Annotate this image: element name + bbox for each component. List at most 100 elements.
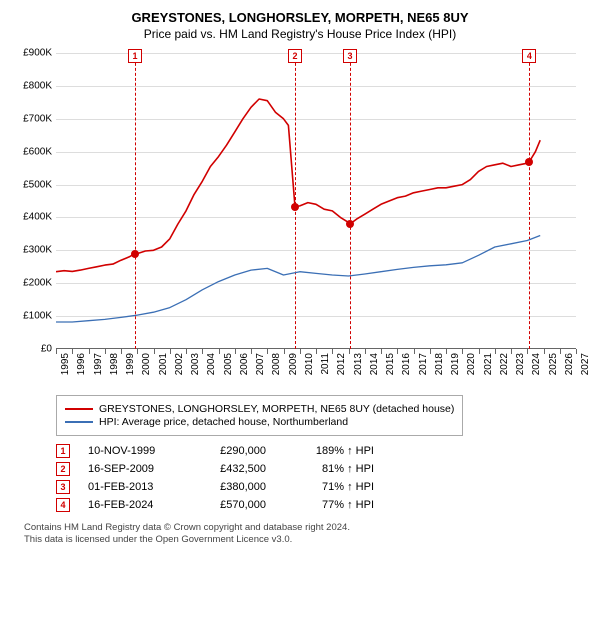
x-tick	[349, 349, 350, 354]
x-axis-label: 2026	[564, 353, 575, 375]
x-tick	[121, 349, 122, 354]
x-axis-label: 2009	[288, 353, 299, 375]
x-axis-label: 2002	[174, 353, 185, 375]
x-axis-label: 1996	[76, 353, 87, 375]
x-axis-label: 2017	[418, 353, 429, 375]
x-tick	[72, 349, 73, 354]
y-axis-label: £700K	[23, 113, 52, 124]
x-axis-label: 2014	[369, 353, 380, 375]
x-axis-label: 2007	[255, 353, 266, 375]
x-tick	[251, 349, 252, 354]
sale-price: £290,000	[196, 445, 266, 457]
x-tick	[511, 349, 512, 354]
x-axis-label: 2013	[353, 353, 364, 375]
y-axis-label: £200K	[23, 278, 52, 289]
x-tick	[365, 349, 366, 354]
x-axis-label: 2018	[434, 353, 445, 375]
sale-row: 2 16-SEP-2009 £432,500 81% ↑ HPI	[56, 462, 588, 476]
chart-title-1: GREYSTONES, LONGHORSLEY, MORPETH, NE65 8…	[12, 10, 588, 25]
x-axis-label: 1999	[125, 353, 136, 375]
x-axis-label: 2020	[466, 353, 477, 375]
x-tick	[576, 349, 577, 354]
x-axis-label: 2010	[304, 353, 315, 375]
sale-pct: 189% ↑ HPI	[284, 445, 374, 457]
sale-price: £570,000	[196, 499, 266, 511]
x-tick	[462, 349, 463, 354]
y-axis-label: £0	[41, 344, 52, 355]
x-axis-label: 1995	[60, 353, 71, 375]
footer-attribution: Contains HM Land Registry data © Crown c…	[24, 522, 588, 547]
x-axis-label: 2023	[515, 353, 526, 375]
series-property	[56, 99, 540, 272]
x-tick	[446, 349, 447, 354]
x-tick	[300, 349, 301, 354]
x-tick	[316, 349, 317, 354]
sale-date: 16-SEP-2009	[88, 463, 178, 475]
x-axis-label: 2003	[190, 353, 201, 375]
y-axis-label: £500K	[23, 179, 52, 190]
sale-number-box: 1	[56, 444, 70, 458]
x-axis-label: 2005	[223, 353, 234, 375]
x-axis-label: 2001	[158, 353, 169, 375]
legend-label: HPI: Average price, detached house, Nort…	[99, 416, 348, 428]
x-tick	[186, 349, 187, 354]
y-axis-label: £100K	[23, 311, 52, 322]
legend-label: GREYSTONES, LONGHORSLEY, MORPETH, NE65 8…	[99, 403, 454, 415]
legend: GREYSTONES, LONGHORSLEY, MORPETH, NE65 8…	[56, 395, 463, 436]
x-tick	[495, 349, 496, 354]
x-tick	[544, 349, 545, 354]
x-tick	[430, 349, 431, 354]
x-axis-label: 2019	[450, 353, 461, 375]
footer-line-2: This data is licensed under the Open Gov…	[24, 534, 588, 546]
legend-row: GREYSTONES, LONGHORSLEY, MORPETH, NE65 8…	[65, 403, 454, 415]
sale-number-box: 3	[56, 480, 70, 494]
x-tick	[89, 349, 90, 354]
y-axis-label: £300K	[23, 245, 52, 256]
sale-pct: 81% ↑ HPI	[284, 463, 374, 475]
sale-price: £432,500	[196, 463, 266, 475]
x-tick	[284, 349, 285, 354]
sale-row: 1 10-NOV-1999 £290,000 189% ↑ HPI	[56, 444, 588, 458]
sale-row: 416-FEB-2024£570,00077% ↑ HPI	[56, 498, 588, 512]
x-axis-label: 2025	[548, 353, 559, 375]
x-tick	[235, 349, 236, 354]
x-tick	[527, 349, 528, 354]
x-axis-label: 2021	[483, 353, 494, 375]
y-axis-label: £800K	[23, 80, 52, 91]
x-tick	[137, 349, 138, 354]
x-tick	[154, 349, 155, 354]
chart-area: 1234 £0£100K£200K£300K£400K£500K£600K£70…	[12, 49, 588, 389]
legend-row: HPI: Average price, detached house, Nort…	[65, 416, 454, 428]
x-axis-label: 2027	[580, 353, 591, 375]
x-axis-label: 2015	[385, 353, 396, 375]
chart-title-2: Price paid vs. HM Land Registry's House …	[12, 27, 588, 41]
x-axis-label: 2024	[531, 353, 542, 375]
x-tick	[219, 349, 220, 354]
sales-table: 1 10-NOV-1999 £290,000 189% ↑ HPI 2 16-SEP-20…	[56, 444, 588, 512]
x-axis-label: 2000	[141, 353, 152, 375]
x-axis-label: 2012	[336, 353, 347, 375]
x-axis-label: 2016	[401, 353, 412, 375]
sale-date: 10-NOV-1999	[88, 445, 178, 457]
y-axis-label: £400K	[23, 212, 52, 223]
x-axis-label: 2006	[239, 353, 250, 375]
line-svg	[56, 53, 576, 349]
legend-swatch	[65, 421, 93, 423]
sale-pct: 71% ↑ HPI	[284, 481, 374, 493]
sale-price: £380,000	[196, 481, 266, 493]
x-tick	[267, 349, 268, 354]
sale-date: 16-FEB-2024	[88, 499, 178, 511]
x-tick	[479, 349, 480, 354]
x-tick	[560, 349, 561, 354]
sale-number-box: 2	[56, 462, 70, 476]
x-axis-label: 2011	[320, 353, 331, 375]
x-axis-label: 2008	[271, 353, 282, 375]
x-tick	[105, 349, 106, 354]
sale-row: 301-FEB-2013£380,00071% ↑ HPI	[56, 480, 588, 494]
x-tick	[56, 349, 57, 354]
plot-area: 1234	[56, 53, 576, 349]
x-axis-label: 1997	[93, 353, 104, 375]
x-axis-label: 2022	[499, 353, 510, 375]
x-tick	[381, 349, 382, 354]
x-tick	[170, 349, 171, 354]
